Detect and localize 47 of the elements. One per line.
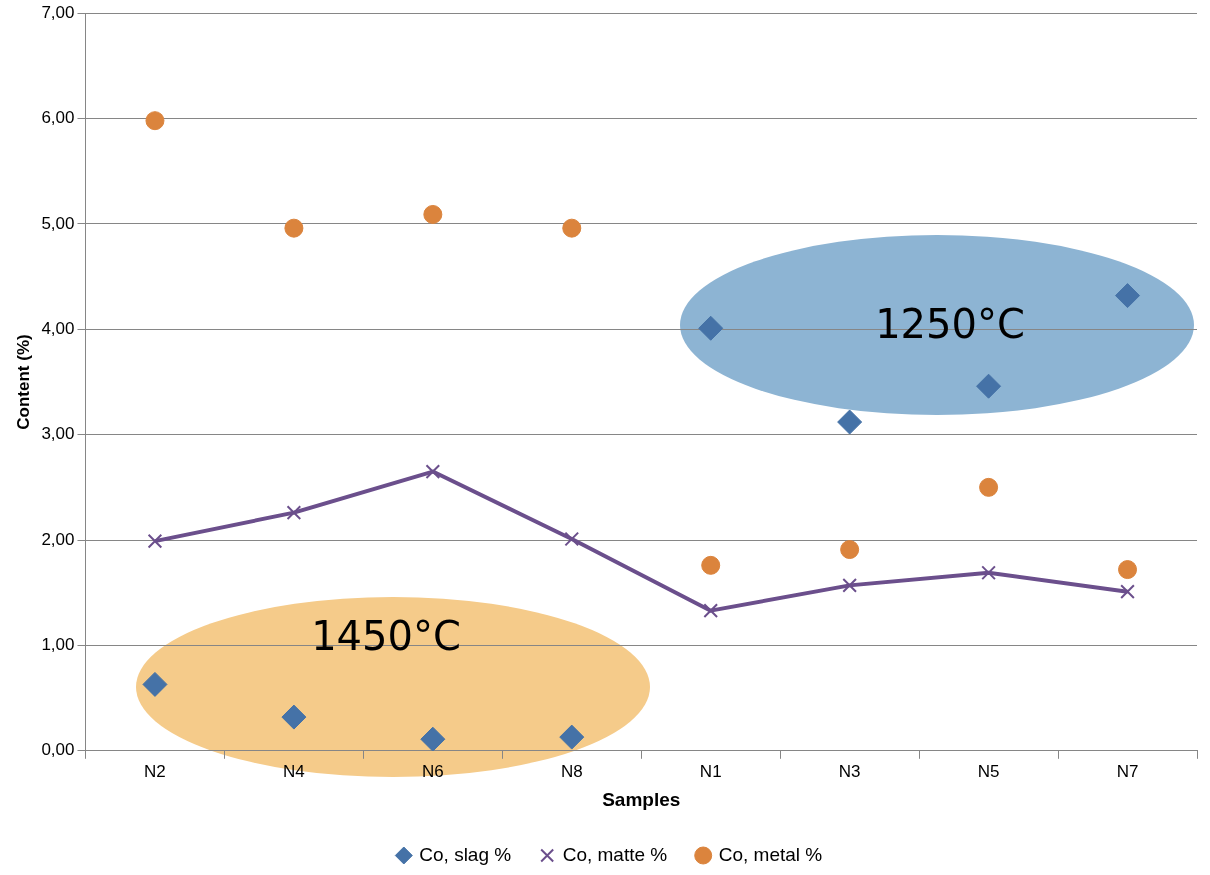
x-tick-label: N5 <box>977 761 1000 781</box>
point <box>698 315 724 341</box>
y-tick-label: 3,00 <box>41 424 75 444</box>
legend-label: Co, metal % <box>718 843 823 865</box>
x-tick-label: N4 <box>283 761 305 781</box>
y-tick-label: 1,00 <box>41 635 75 655</box>
y-tick-label: 4,00 <box>41 319 75 338</box>
x-tick-label: N2 <box>144 761 166 781</box>
x-tick-label: N1 <box>699 761 722 781</box>
point <box>703 603 719 619</box>
point <box>979 477 999 497</box>
point <box>142 671 168 697</box>
point <box>286 505 302 521</box>
point <box>420 726 446 751</box>
y-tick-label: 7,00 <box>41 2 75 22</box>
y-tick-label: 2,00 <box>41 529 75 549</box>
point <box>1120 584 1135 600</box>
point <box>284 218 304 238</box>
legend-label: Co, slag % <box>419 843 512 865</box>
point <box>837 409 863 435</box>
point <box>281 704 307 730</box>
point <box>701 555 721 575</box>
y-axis-title: Content (%) <box>13 334 33 430</box>
point <box>562 218 582 238</box>
point <box>981 565 996 581</box>
point <box>425 464 441 479</box>
x-tick-label: N8 <box>560 761 583 781</box>
x-tick-label: N6 <box>421 761 444 781</box>
x-tick-label: N7 <box>1116 761 1139 781</box>
point <box>1118 560 1138 580</box>
point <box>147 533 163 549</box>
y-tick-label: 5,00 <box>41 213 75 233</box>
point <box>423 204 443 224</box>
point <box>559 724 585 750</box>
point <box>842 578 858 593</box>
x-axis-title: Samples <box>602 788 681 810</box>
annotation: 1250°C <box>875 301 1025 348</box>
point <box>564 531 580 547</box>
x-tick-label: N3 <box>838 761 861 781</box>
y-tick-label: 6,00 <box>41 108 75 128</box>
legend-label: Co, matte % <box>562 843 668 865</box>
point <box>145 111 165 131</box>
y-tick-label: 0,00 <box>41 740 75 760</box>
point <box>1115 283 1141 309</box>
point <box>840 540 860 560</box>
point <box>976 373 1002 399</box>
annotation: 1450°C <box>311 613 461 660</box>
